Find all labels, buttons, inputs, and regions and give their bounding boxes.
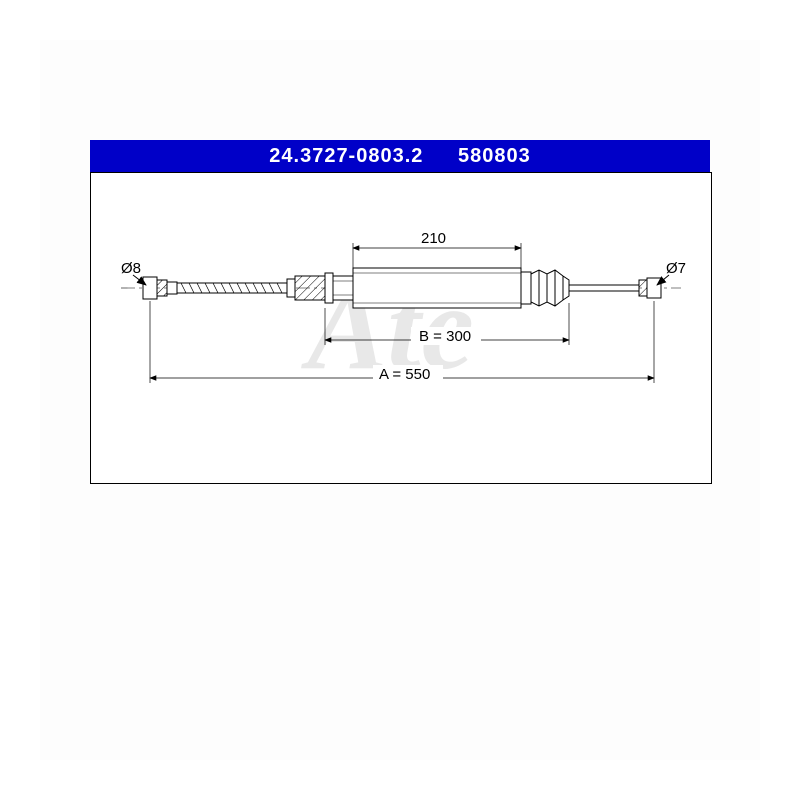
sleeve — [353, 268, 521, 308]
page: 24.3727-0803.2 580803 Ate® — [0, 0, 800, 800]
header-bar: 24.3727-0803.2 580803 — [90, 140, 710, 172]
boot — [531, 270, 569, 306]
dim-a: A = 550 — [379, 366, 430, 383]
collar-2 — [325, 273, 333, 303]
drawing-frame: Ate® — [90, 172, 712, 484]
right-fitting — [639, 278, 661, 298]
dim-210: 210 — [421, 230, 446, 247]
technical-drawing: Ø8 Ø7 210 B = 300 A = 550 — [91, 173, 711, 483]
dim-left-dia: Ø8 — [121, 260, 141, 277]
part-number: 24.3727-0803.2 — [269, 145, 423, 167]
dim-right-dia: Ø7 — [666, 260, 686, 277]
rod-2 — [569, 285, 639, 291]
short-code: 580803 — [458, 145, 531, 167]
dim-b: B = 300 — [419, 328, 471, 345]
left-fitting — [143, 277, 177, 299]
header-text: 24.3727-0803.2 580803 — [255, 145, 544, 168]
collar-3 — [521, 272, 531, 304]
spline — [295, 276, 325, 300]
step-cyl — [333, 276, 353, 300]
rod-1 — [177, 283, 287, 293]
collar-1 — [287, 279, 295, 297]
